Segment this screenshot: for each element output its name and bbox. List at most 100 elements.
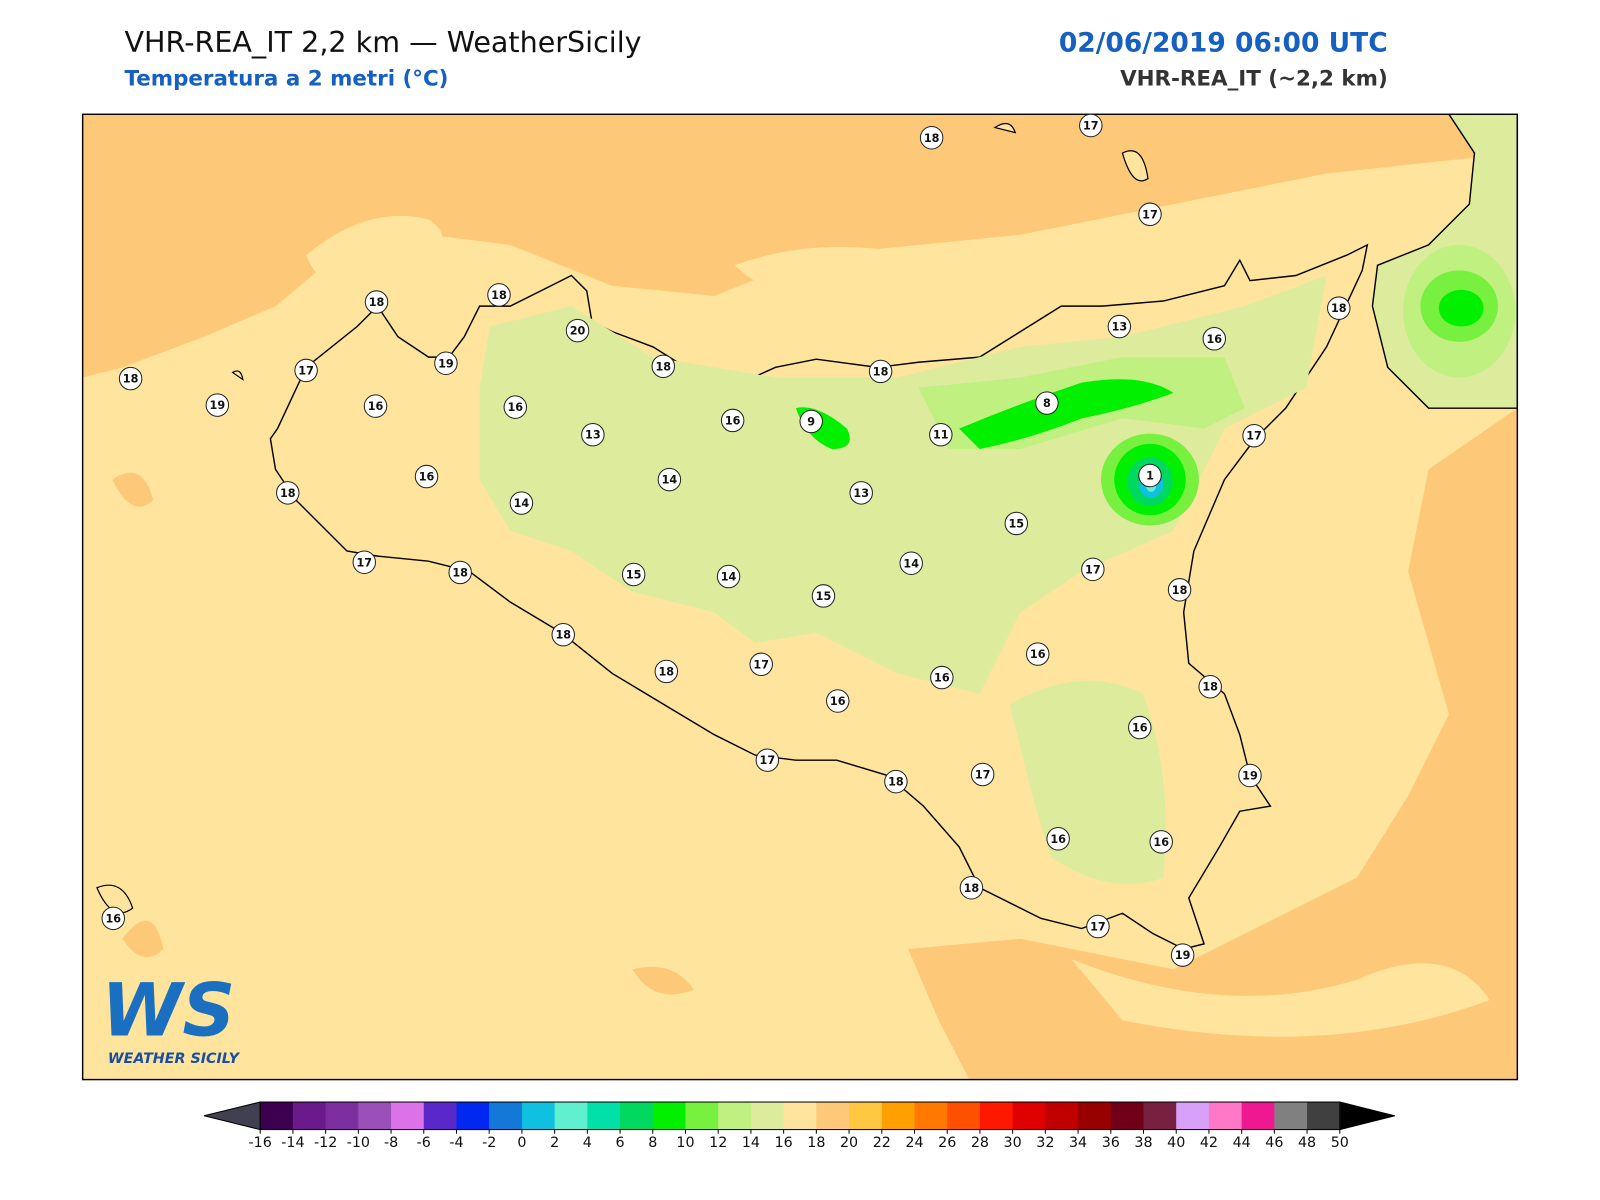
station-value: 18 <box>924 132 940 145</box>
station-marker <box>849 481 873 505</box>
station-marker <box>919 126 944 150</box>
datetime: 02/06/2019 06:00 UTC <box>1059 27 1388 58</box>
cool-area <box>306 215 443 290</box>
colorbar-tick-label: -16 <box>249 1135 272 1151</box>
colorbar-tick-label: 10 <box>676 1135 694 1151</box>
station-marker <box>448 560 472 585</box>
station-value: 19 <box>210 399 226 412</box>
station-marker <box>205 393 230 417</box>
station-marker <box>930 665 954 690</box>
colorbar-tick-label: 38 <box>1134 1135 1152 1151</box>
colorbar-tick-label: 48 <box>1298 1135 1316 1151</box>
station-marker <box>749 652 773 677</box>
station-marker <box>1026 642 1050 666</box>
station-value: 20 <box>570 325 586 338</box>
station-marker <box>899 551 923 575</box>
colorbar-frame <box>259 1101 1341 1131</box>
station-marker <box>657 467 682 492</box>
station-value: 17 <box>1142 208 1158 221</box>
colorbar-tick-label: 26 <box>938 1135 956 1151</box>
station-marker <box>884 769 908 794</box>
colorbar-tick-label: 8 <box>648 1135 657 1151</box>
colorbar-tick-label: 34 <box>1069 1135 1087 1151</box>
station-value: 18 <box>873 365 889 378</box>
colorbar-tick-label: 14 <box>742 1135 760 1151</box>
station-marker <box>487 283 511 307</box>
colorbar-segment <box>947 1102 981 1130</box>
map-area <box>82 114 1518 1080</box>
station-marker <box>720 408 745 433</box>
colorbar-segment <box>358 1102 392 1130</box>
station-value: 18 <box>369 296 385 309</box>
station-marker <box>1170 943 1195 967</box>
colorbar-tick-label: 24 <box>905 1135 923 1151</box>
station-value: 15 <box>626 569 642 582</box>
colorbar-tick-label: 44 <box>1233 1135 1251 1151</box>
station-value: 16 <box>1153 836 1169 849</box>
station-marker <box>970 762 995 787</box>
station-value: 17 <box>753 658 769 671</box>
station-value: 16 <box>1050 833 1066 846</box>
station-value: 18 <box>123 373 139 386</box>
station-marker <box>364 290 389 314</box>
station-value: 16 <box>368 400 384 413</box>
colorbar-under <box>203 1101 261 1131</box>
colorbar-tick-label: -4 <box>449 1135 463 1151</box>
colorbar-segment <box>620 1102 654 1130</box>
cold-area <box>959 379 1174 449</box>
map-frame <box>81 113 1519 1081</box>
cool-area <box>734 246 936 307</box>
station-value: 13 <box>585 429 601 442</box>
colorbar-tick-label: -10 <box>347 1135 370 1151</box>
station-marker <box>1242 423 1266 448</box>
logo-text: WEATHER SICILY <box>108 1051 241 1067</box>
colorbar-tick-label: 6 <box>616 1135 625 1151</box>
colorbar: -16 -14 -12 -10 -8 -6 -4 -2 0 2 4 6 8 10 12 14 16 18 20 22 2… <box>203 1101 1396 1151</box>
station-value: 14 <box>514 497 530 510</box>
colorbar-tick-label: 46 <box>1265 1135 1283 1151</box>
station-value: 14 <box>903 557 919 570</box>
warm-area <box>908 408 1518 1080</box>
station-value: 16 <box>1206 333 1222 346</box>
station-marker <box>1046 827 1070 851</box>
colorbar-tick-label: 42 <box>1200 1135 1218 1151</box>
colorbar-tick-label: -12 <box>314 1135 337 1151</box>
colorbar-segment <box>783 1102 817 1130</box>
station-value: 17 <box>975 769 991 782</box>
colorbar-tick-label: 20 <box>840 1135 858 1151</box>
station-marker <box>1238 763 1262 788</box>
station-value: 16 <box>934 672 950 685</box>
station-value: 9 <box>807 415 815 428</box>
colorbar-tick-label: 36 <box>1102 1135 1120 1151</box>
title: VHR-REA_IT 2,2 km — WeatherSicily <box>124 25 641 59</box>
colorbar-tick-label: 30 <box>1004 1135 1022 1151</box>
station-value: 18 <box>280 487 296 500</box>
station-value: 17 <box>1083 120 1099 133</box>
station-value: 18 <box>659 665 675 678</box>
station-value: 17 <box>1246 430 1262 443</box>
station-marker <box>716 564 741 589</box>
colorbar-segment <box>1143 1102 1177 1130</box>
station-value: 14 <box>662 474 678 487</box>
station-marker <box>581 422 605 447</box>
colorbar-tick-label: -14 <box>281 1135 304 1151</box>
station-value: 18 <box>1202 681 1218 694</box>
station-marker <box>826 689 850 713</box>
colorbar-segment <box>489 1102 523 1130</box>
station-marker <box>503 395 528 419</box>
colorbar-tick-label: 40 <box>1167 1135 1185 1151</box>
colorbar-segment <box>1012 1102 1046 1130</box>
station-marker <box>868 359 893 384</box>
colorbar-tick-label: 2 <box>550 1135 559 1151</box>
station-marker <box>509 491 534 515</box>
station-marker <box>1004 511 1029 536</box>
colorbar-segment <box>1307 1102 1341 1130</box>
station-marker <box>1202 327 1227 351</box>
station-value: 16 <box>830 695 846 708</box>
station-marker <box>1149 830 1173 854</box>
station-value: 16 <box>1132 722 1148 735</box>
colorbar-tick-label: 16 <box>775 1135 793 1151</box>
station-marker <box>1035 391 1059 415</box>
station-value: 18 <box>555 629 571 642</box>
